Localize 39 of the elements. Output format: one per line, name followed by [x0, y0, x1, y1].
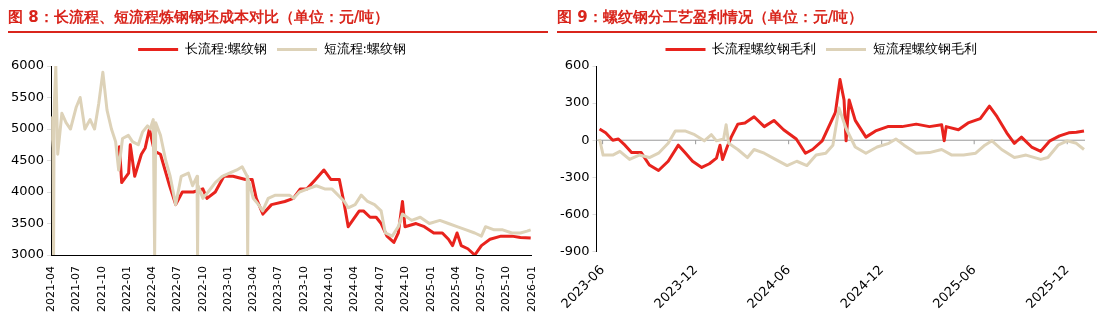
y-tick-label: 0 — [581, 131, 590, 147]
x-tick-label: 2024-10 — [398, 266, 412, 313]
y-tick-label: -600 — [559, 205, 590, 221]
x-tick-label: 2025-04 — [448, 266, 462, 313]
y-tick-label: 3000 — [10, 246, 45, 262]
y-tick-label: 300 — [564, 94, 590, 110]
chart-title: 图 8：长流程、短流程炼钢钢坯成本对比（单位：元/吨） — [8, 8, 548, 33]
x-tick-label: 2021-07 — [69, 266, 83, 313]
x-tick-label: 2021-10 — [94, 266, 108, 313]
x-tick-label: 2025-07 — [473, 266, 487, 313]
legend-label: 短流程螺纹钢毛利 — [872, 40, 977, 56]
legend-label: 长流程螺纹钢毛利 — [712, 40, 816, 56]
legend-label: 长流程:螺纹钢 — [184, 40, 268, 56]
x-tick-label: 2024-04 — [347, 266, 361, 313]
chart-title: 图 9：螺纹钢分工艺盈利情况（单位：元/吨） — [557, 8, 1097, 33]
x-tick-label: 2023-04 — [246, 266, 260, 313]
x-tick-label: 2024-01 — [322, 266, 336, 313]
x-tick-label: 2022-07 — [170, 266, 184, 313]
y-tick-label: 3500 — [10, 214, 45, 230]
y-tick-label: -300 — [559, 168, 590, 184]
x-tick-label: 2023-01 — [221, 266, 235, 313]
y-tick-label: 6000 — [10, 57, 45, 73]
x-tick-label: 2022-04 — [145, 266, 159, 313]
x-tick-label: 2021-04 — [43, 266, 57, 313]
x-tick-label: 2023-07 — [271, 266, 285, 313]
x-tick-label: 2025-10 — [499, 266, 513, 313]
x-tick-label: 2026-01 — [524, 266, 538, 313]
y-tick-label: 5500 — [10, 88, 45, 104]
y-tick-label: 4000 — [10, 183, 45, 199]
x-tick-label: 2022-01 — [120, 266, 134, 313]
y-tick-label: 600 — [564, 57, 590, 73]
y-tick-label: 5000 — [10, 120, 45, 136]
x-tick-label: 2024-07 — [372, 266, 386, 313]
legend-label: 短流程:螺纹钢 — [323, 40, 406, 56]
x-tick-label: 2025-01 — [423, 266, 437, 313]
x-tick-label: 2022-10 — [195, 266, 209, 313]
y-tick-label: -900 — [559, 242, 590, 258]
y-tick-label: 4500 — [10, 151, 45, 167]
x-tick-label: 2023-10 — [296, 266, 310, 313]
